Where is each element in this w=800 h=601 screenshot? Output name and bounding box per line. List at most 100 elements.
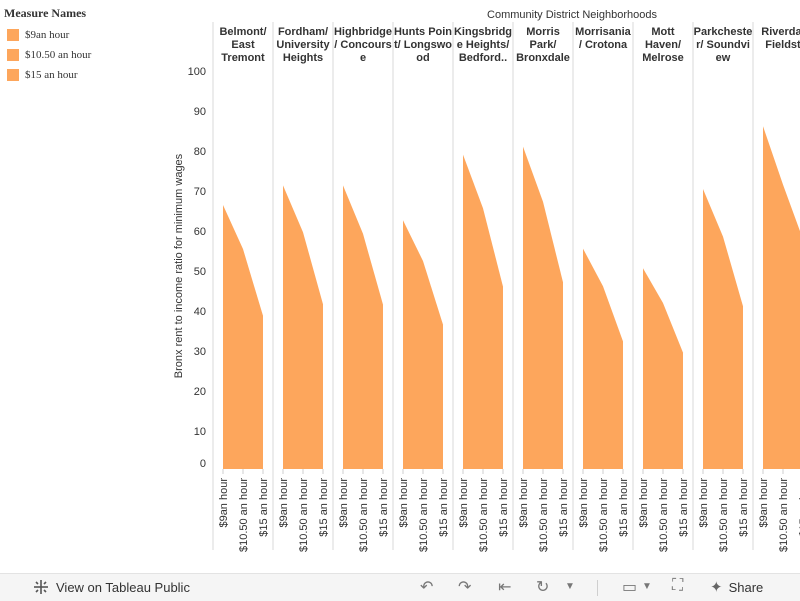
legend-label: $9an hour <box>25 29 70 41</box>
x-tick-label: $9an hour <box>338 478 350 528</box>
legend-label: $15 an hour <box>25 69 78 81</box>
y-tick-label: 0 <box>200 458 206 470</box>
area-mark[interactable] <box>223 205 263 469</box>
chart-title: Community District Neighborhoods <box>487 9 657 21</box>
panel-header-label: t/ Longswo <box>394 39 452 51</box>
legend-swatch <box>7 69 19 81</box>
share-button[interactable]: ✦ Share <box>710 578 763 596</box>
share-icon: ✦ <box>710 579 723 596</box>
x-tick-label: $9an hour <box>458 478 470 528</box>
x-tick-label: $15 an hour <box>258 478 270 537</box>
revert-icon[interactable]: ⇤ <box>498 579 512 596</box>
view-on-tableau-button[interactable]: View on Tableau Public <box>32 578 190 596</box>
y-tick-label: 40 <box>194 306 206 318</box>
legend-swatch <box>7 29 19 41</box>
panel-header-label: Parkcheste <box>694 26 753 38</box>
panel-header-label: ew <box>716 52 731 64</box>
y-axis: 0 10 20 30 40 50 60 70 80 90 100 <box>188 66 206 470</box>
panel-header-label: Highbridge <box>334 26 392 38</box>
x-tick-label: $15 an hour <box>558 478 570 537</box>
y-axis-label: Bronx rent to income ratio for minimum w… <box>173 153 185 378</box>
panel-header-label: Bronxdale <box>516 52 570 64</box>
panel-header-label: Fordham/ <box>278 26 328 38</box>
area-mark[interactable] <box>283 185 323 469</box>
x-tick-label: $10.50 an hour <box>778 478 790 552</box>
y-tick-label: 30 <box>194 346 206 358</box>
x-tick-label: $10.50 an hour <box>598 478 610 552</box>
panel-header-label: Fieldst <box>765 39 800 51</box>
panel-header-label: e <box>360 52 366 64</box>
x-tick-label: $10.50 an hour <box>478 478 490 552</box>
legend-item-9[interactable]: $9an hour <box>4 25 164 45</box>
panel-header-label: East <box>231 39 255 51</box>
panel-header-label: Mott <box>651 26 675 38</box>
x-tick-label: $10.50 an hour <box>298 478 310 552</box>
panel: RiverdalFieldst $9an hour $10.50 an hour $1… <box>758 26 800 552</box>
x-tick-label: $9an hour <box>638 478 650 528</box>
y-tick-label: 50 <box>194 266 206 278</box>
area-mark[interactable] <box>343 185 383 469</box>
panel-header-label: e Heights/ <box>457 39 510 51</box>
panel-header-label: Heights <box>283 52 323 64</box>
panel-header-label: Park/ <box>530 39 557 51</box>
area-mark[interactable] <box>463 154 503 469</box>
x-tick-label: $10.50 an hour <box>538 478 550 552</box>
y-tick-label: 100 <box>188 66 206 78</box>
redo-icon[interactable]: ↷ <box>458 579 472 596</box>
panel-header-label: Bedford.. <box>459 52 507 64</box>
panel-header-label: Tremont <box>221 52 265 64</box>
area-mark[interactable] <box>643 268 683 469</box>
y-tick-label: 10 <box>194 426 206 438</box>
x-tick-label: $9an hour <box>578 478 590 528</box>
x-tick-label: $10.50 an hour <box>718 478 730 552</box>
x-tick-label: $15 an hour <box>738 478 750 537</box>
download-icon[interactable]: ▭ <box>622 579 638 596</box>
legend-swatch <box>7 49 19 61</box>
share-label: Share <box>728 579 764 595</box>
x-tick-label: $10.50 an hour <box>418 478 430 552</box>
legend-item-10-50[interactable]: $10.50 an hour <box>4 45 164 65</box>
area-chart: Community District Neighborhoods Bronx r… <box>173 9 800 552</box>
panel-header-label: / Crotona <box>579 39 628 51</box>
x-tick-label: $9an hour <box>218 478 230 528</box>
x-tick-label: $15 an hour <box>378 478 390 537</box>
x-tick-label: $9an hour <box>758 478 770 528</box>
y-tick-label: 60 <box>194 226 206 238</box>
legend-title: Measure Names <box>4 6 87 20</box>
x-tick-label: $15 an hour <box>678 478 690 537</box>
x-tick-label: $10.50 an hour <box>658 478 670 552</box>
y-tick-label: 90 <box>194 106 206 118</box>
panel-header-label: Hunts Poin <box>394 26 452 38</box>
toolbar-divider <box>597 580 598 596</box>
panel-header-label: Kingsbridg <box>454 26 512 38</box>
legend: Measure Names $9an hour $10.50 an hour $… <box>4 6 164 85</box>
chevron-down-icon[interactable]: ▼ <box>565 581 575 592</box>
x-tick-label: $10.50 an hour <box>238 478 250 552</box>
fullscreen-icon[interactable]: ⛶ <box>672 577 684 594</box>
area-mark[interactable] <box>523 146 563 469</box>
panel-header-label: Melrose <box>642 52 684 64</box>
area-mark[interactable] <box>703 189 743 469</box>
panel-header-label: Haven/ <box>645 39 681 51</box>
legend-item-15[interactable]: $15 an hour <box>4 65 164 85</box>
y-tick-label: 70 <box>194 186 206 198</box>
chevron-down-icon[interactable]: ▼ <box>642 581 652 592</box>
panel-header-label: / Concours <box>334 39 391 51</box>
area-mark[interactable] <box>763 126 800 469</box>
toolbar: View on Tableau Public ↶ ↷ ⇤ ↻ ▼ ▭ ▼ ⛶ ✦… <box>0 573 800 601</box>
legend-label: $10.50 an hour <box>25 49 92 61</box>
x-tick-label: $9an hour <box>518 478 530 528</box>
undo-icon[interactable]: ↶ <box>420 579 434 596</box>
area-mark[interactable] <box>583 248 623 469</box>
x-tick-label: $9an hour <box>698 478 710 528</box>
x-tick-label: $10.50 an hour <box>358 478 370 552</box>
refresh-icon[interactable]: ↻ <box>536 579 550 596</box>
area-mark[interactable] <box>403 220 443 469</box>
